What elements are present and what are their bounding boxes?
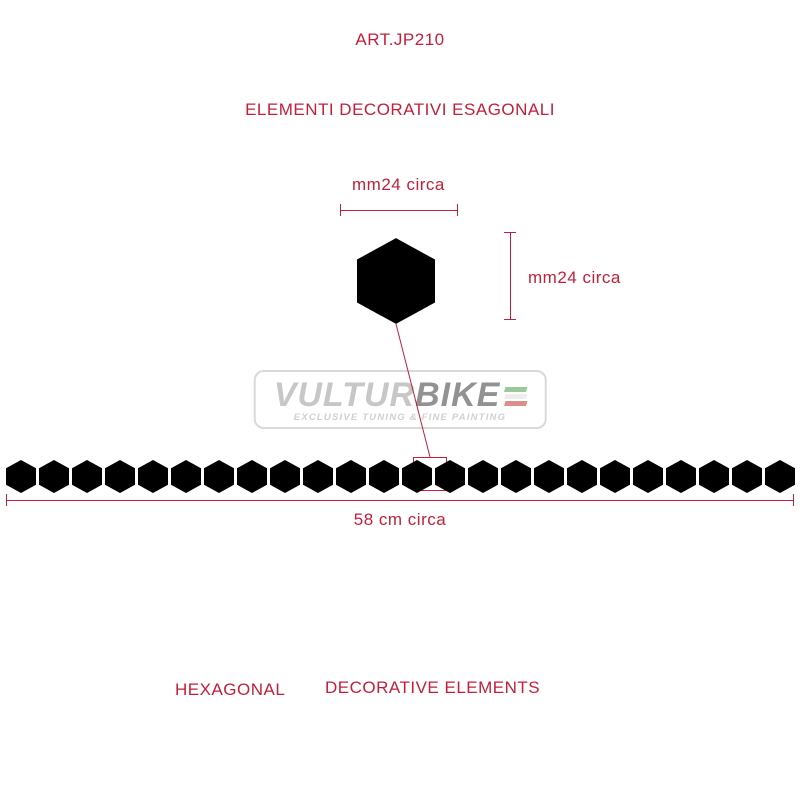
hexagon-row-item xyxy=(6,460,36,493)
width-dimension-line xyxy=(340,210,458,211)
watermark-stripes-icon xyxy=(504,387,526,408)
bottom-label-hexagonal: HEXAGONAL xyxy=(175,680,285,700)
width-dimension-label: mm24 circa xyxy=(352,175,445,195)
bottom-label-decorative: DECORATIVE ELEMENTS xyxy=(325,678,540,698)
hexagon-row-item xyxy=(435,460,465,493)
hexagon-row-item xyxy=(204,460,234,493)
height-dimension-tick-bottom xyxy=(504,319,516,320)
title-italian: ELEMENTI DECORATIVI ESAGONALI xyxy=(245,100,555,120)
total-length-label: 58 cm circa xyxy=(354,510,446,530)
hexagon-row-item xyxy=(270,460,300,493)
hexagon-row-item xyxy=(336,460,366,493)
hexagon-row-item xyxy=(39,460,69,493)
hexagon-row-item xyxy=(171,460,201,493)
callout-line xyxy=(396,324,456,469)
hexagon-row-item xyxy=(402,460,432,493)
total-length-tick-left xyxy=(6,494,7,506)
total-length-line xyxy=(6,500,794,501)
hexagon-row-item xyxy=(501,460,531,493)
height-dimension-label: mm24 circa xyxy=(528,268,621,288)
watermark-text-1: VULTUR xyxy=(274,376,415,414)
hexagon-row xyxy=(6,460,795,493)
hexagon-row-item xyxy=(633,460,663,493)
width-dimension-tick-right xyxy=(457,204,458,216)
width-dimension-tick-left xyxy=(340,204,341,216)
hexagon-row-item xyxy=(72,460,102,493)
height-dimension-tick-top xyxy=(504,232,516,233)
hexagon-row-item xyxy=(699,460,729,493)
hexagon-row-item xyxy=(369,460,399,493)
hexagon-row-item xyxy=(105,460,135,493)
hexagon-row-item xyxy=(567,460,597,493)
hexagon-row-item xyxy=(468,460,498,493)
total-length-tick-right xyxy=(793,494,794,506)
hexagon-row-item xyxy=(534,460,564,493)
hexagon-row-item xyxy=(303,460,333,493)
hexagon-row-item xyxy=(732,460,762,493)
hexagon-row-item xyxy=(666,460,696,493)
sample-hexagon xyxy=(357,238,435,324)
hexagon-row-item xyxy=(600,460,630,493)
hexagon-row-item xyxy=(138,460,168,493)
hexagon-row-item xyxy=(237,460,267,493)
art-code: ART.JP210 xyxy=(355,30,444,50)
hexagon-row-item xyxy=(765,460,795,493)
height-dimension-line xyxy=(510,232,511,320)
